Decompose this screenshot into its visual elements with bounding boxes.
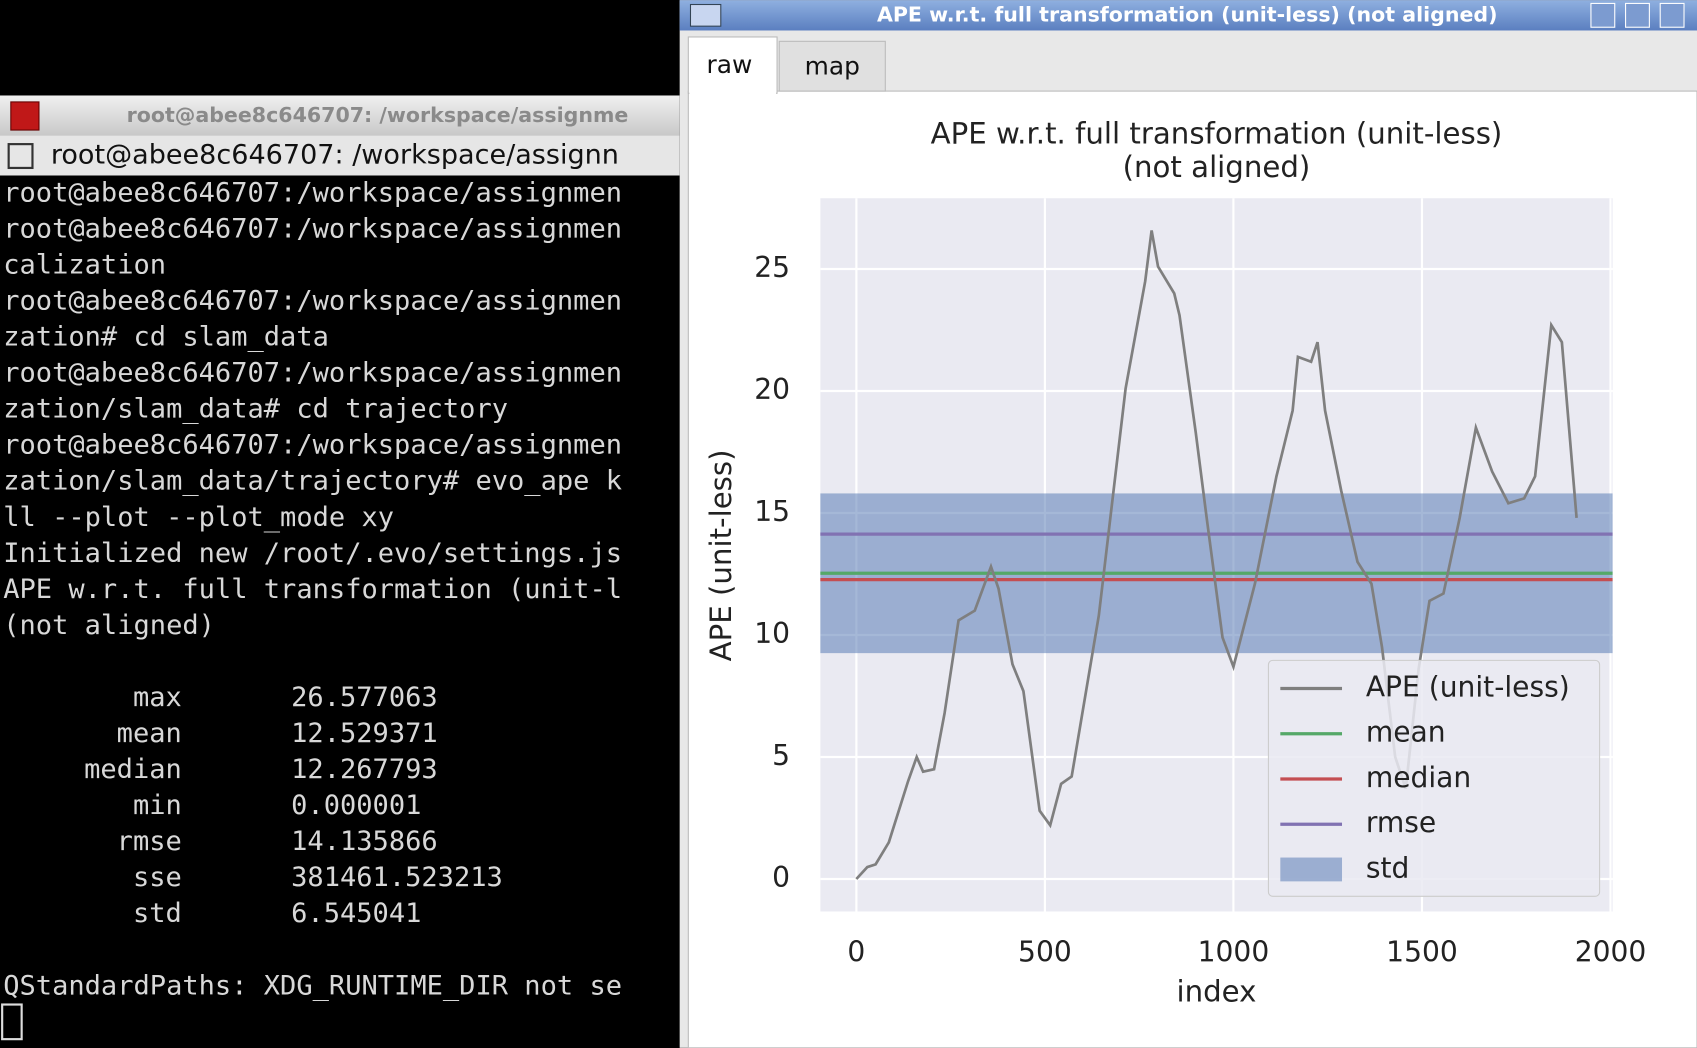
window-titlebar bbox=[679, 0, 1697, 31]
stat-value: 381461.523213 bbox=[291, 862, 503, 893]
terminal-line: QStandardPaths: XDG_RUNTIME_DIR not se bbox=[3, 970, 622, 1001]
x-tick-label: 1500 bbox=[1386, 936, 1458, 969]
stat-label: sse bbox=[133, 862, 182, 893]
y-tick-label: 20 bbox=[754, 373, 790, 406]
chart-title: APE w.r.t. full transformation (unit-les… bbox=[931, 116, 1503, 150]
close-button[interactable] bbox=[10, 101, 40, 131]
stat-value: 12.267793 bbox=[291, 754, 438, 785]
stat-label: std bbox=[133, 898, 182, 929]
stat-value: 26.577063 bbox=[291, 682, 438, 713]
stat-value: 6.545041 bbox=[291, 898, 421, 929]
maximize-button[interactable] bbox=[1625, 2, 1650, 28]
plot-window: APE w.r.t. full transformation (unit-les… bbox=[679, 0, 1697, 1048]
legend-label: median bbox=[1366, 761, 1471, 794]
window-icon bbox=[689, 3, 722, 27]
legend-label: APE (unit-less) bbox=[1366, 671, 1570, 704]
x-axis-label: index bbox=[1176, 975, 1256, 1009]
x-tick-label: 0 bbox=[847, 936, 865, 969]
stat-value: 0.000001 bbox=[291, 790, 421, 821]
stat-label: min bbox=[133, 790, 182, 821]
terminal-line: root@abee8c646707:/workspace/assignmen bbox=[3, 430, 622, 461]
tab-label[interactable]: map bbox=[805, 51, 860, 80]
legend-label: std bbox=[1366, 851, 1410, 884]
terminal-line: root@abee8c646707:/workspace/assignmen bbox=[3, 177, 622, 208]
terminal-line: root@abee8c646707:/workspace/assignmen bbox=[3, 286, 622, 317]
minimize-button[interactable] bbox=[1590, 2, 1616, 28]
stat-label: mean bbox=[117, 718, 182, 749]
terminal-body bbox=[0, 175, 680, 1048]
y-tick-label: 0 bbox=[772, 861, 790, 894]
terminal-line: ll --plot --plot_mode xy bbox=[3, 502, 394, 533]
cursor bbox=[1, 1003, 23, 1041]
y-tick-label: 10 bbox=[754, 617, 790, 650]
terminal-line: zation# cd slam_data bbox=[3, 322, 329, 353]
window-title: APE w.r.t. full transformation (unit-les… bbox=[877, 2, 1498, 26]
tab-map[interactable] bbox=[778, 40, 886, 92]
chart: APE w.r.t. full transformation (unit-les… bbox=[704, 116, 1646, 1008]
y-tick-label: 15 bbox=[754, 495, 790, 528]
tab-icon bbox=[7, 143, 34, 170]
x-tick-label: 2000 bbox=[1575, 936, 1647, 969]
y-axis-label: APE (unit-less) bbox=[704, 449, 738, 661]
legend-swatch bbox=[1280, 857, 1343, 882]
y-tick-label: 25 bbox=[754, 251, 790, 284]
terminal-line: Initialized new /root/.evo/settings.js bbox=[3, 538, 622, 569]
terminal-line: APE w.r.t. full transformation (unit-l bbox=[3, 574, 622, 605]
x-tick-label: 1000 bbox=[1198, 936, 1270, 969]
y-tick-label: 5 bbox=[772, 739, 790, 772]
x-tick-label: 500 bbox=[1018, 936, 1072, 969]
terminal-window: root@abee8c646707: /workspace/assignme r… bbox=[0, 95, 680, 1048]
stat-value: 14.135866 bbox=[291, 826, 438, 857]
tab-join bbox=[689, 91, 776, 95]
terminal-line: zation/slam_data/trajectory# evo_ape k bbox=[3, 466, 622, 497]
data-line bbox=[855, 230, 1578, 880]
stat-label: median bbox=[84, 754, 182, 785]
stat-label: rmse bbox=[117, 826, 182, 857]
legend-box bbox=[1267, 659, 1601, 897]
terminal-tabbar bbox=[0, 135, 680, 176]
terminal-line: calization bbox=[3, 249, 166, 280]
terminal-line: zation/slam_data# cd trajectory bbox=[3, 394, 508, 425]
stat-value: 12.529371 bbox=[291, 718, 438, 749]
close-button[interactable] bbox=[1659, 2, 1685, 28]
terminal-title: root@abee8c646707: /workspace/assignme bbox=[127, 103, 629, 127]
legend-label: mean bbox=[1366, 716, 1446, 749]
legend-label: rmse bbox=[1366, 806, 1436, 839]
tab-label[interactable]: raw bbox=[707, 50, 753, 79]
terminal-tab-title[interactable]: root@abee8c646707: /workspace/assignn bbox=[51, 140, 619, 171]
terminal-line: root@abee8c646707:/workspace/assignmen bbox=[3, 213, 622, 244]
chart-title: (not aligned) bbox=[1123, 150, 1311, 184]
terminal-line: (not aligned) bbox=[3, 610, 215, 641]
terminal-line: root@abee8c646707:/workspace/assignmen bbox=[3, 358, 622, 389]
terminal-titlebar bbox=[0, 95, 680, 136]
stat-label: max bbox=[133, 682, 182, 713]
